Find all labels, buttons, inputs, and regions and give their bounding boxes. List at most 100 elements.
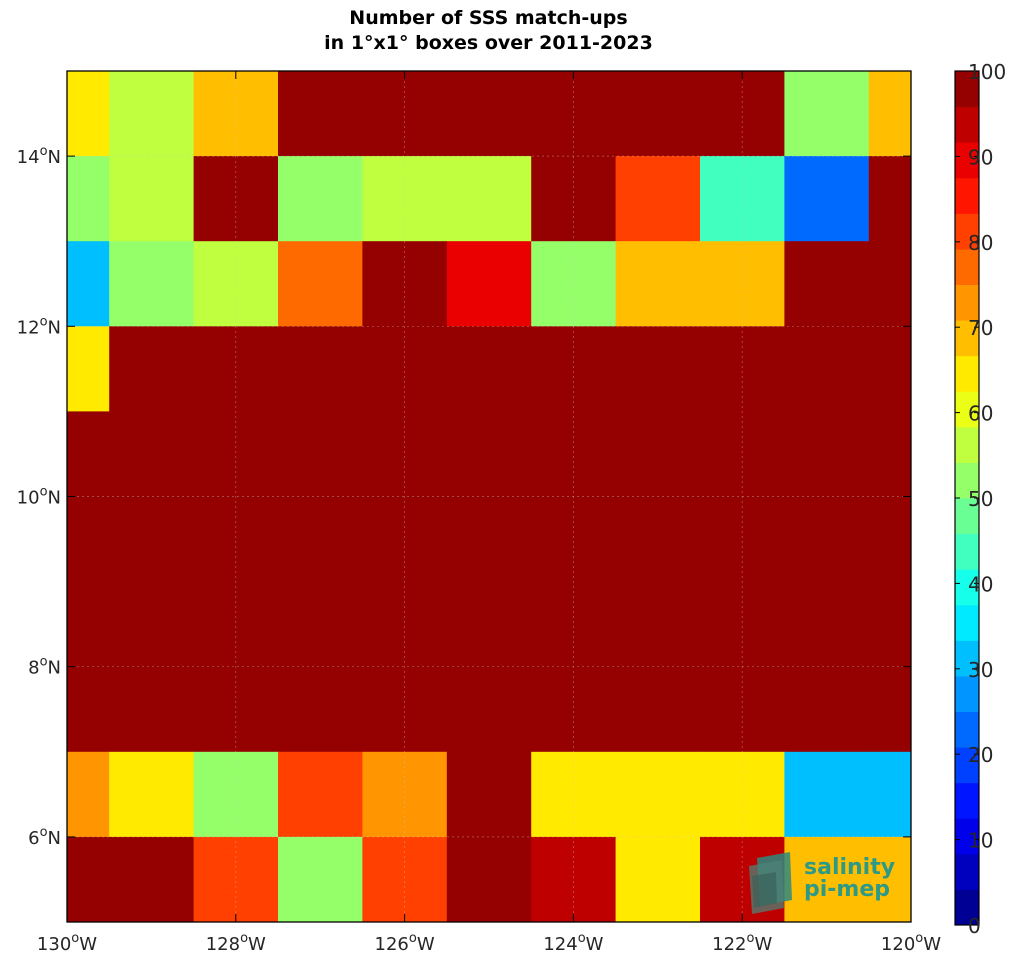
heatmap-cell [446, 496, 532, 583]
colorbar-tick-label: 90 [968, 145, 993, 169]
heatmap-cell [784, 496, 870, 583]
heatmap-cell [193, 156, 279, 242]
heatmap-cell [362, 836, 448, 923]
heatmap-cell [700, 411, 785, 497]
heatmap-cell [278, 581, 363, 668]
y-tick-label: 12oN [17, 314, 61, 338]
heatmap-cell [109, 326, 195, 412]
heatmap-cell [531, 241, 617, 327]
y-tick-label: 8oN [28, 655, 61, 679]
heatmap-cell [193, 751, 279, 838]
logo-text-line2: pi-mep [804, 877, 890, 902]
colorbar-segment [955, 248, 979, 285]
heatmap-cell [362, 241, 448, 327]
heatmap-cell [362, 411, 448, 497]
heatmap-cell [362, 666, 448, 753]
heatmap-cell [278, 411, 363, 497]
heatmap-cell [868, 836, 912, 923]
heatmap-cell [446, 326, 532, 412]
heatmap-cell [615, 496, 701, 583]
heatmap-cell [700, 581, 785, 668]
gridlines [67, 71, 911, 922]
heatmap-cell [193, 71, 279, 157]
y-tick-label: 14oN [17, 144, 61, 168]
heatmap-cell [67, 411, 110, 497]
heatmap-cell [531, 156, 617, 242]
heatmap-cell [531, 581, 617, 668]
heatmap-cell [700, 496, 785, 583]
heatmap-cell [531, 666, 617, 753]
colorbar-tick-label: 10 [968, 829, 993, 853]
heatmap-cell [362, 496, 448, 583]
colorbar-segment [955, 533, 979, 570]
heatmap-cell [446, 751, 532, 838]
heatmap-cell [615, 326, 701, 412]
colorbar-segment [955, 213, 979, 250]
heatmap-cell [278, 496, 363, 583]
colorbar-tick-label: 50 [968, 487, 993, 511]
heatmap-cell [362, 71, 448, 157]
heatmap-cell [868, 581, 912, 668]
heatmap-cell [868, 496, 912, 583]
heatmap-cell [446, 411, 532, 497]
heatmap-cell [615, 666, 701, 753]
colorbar-segment [955, 675, 979, 712]
heatmap-cell [531, 326, 617, 412]
heatmap-cell [615, 411, 701, 497]
heatmap-cell [193, 496, 279, 583]
colorbar-tick-label: 100 [968, 60, 1006, 84]
heatmap-cell [700, 326, 785, 412]
heatmap-cell [531, 836, 617, 923]
heatmap-cell [446, 156, 532, 242]
y-tick-label: 10oN [17, 485, 61, 509]
heatmap-cell [446, 241, 532, 327]
logo-mark [749, 852, 792, 914]
heatmap-cell [700, 156, 785, 242]
heatmap-cell [67, 326, 110, 412]
chart-title: Number of SSS match-ups in 1°x1° boxes o… [0, 6, 977, 56]
colorbar-tick-label: 80 [968, 231, 993, 255]
heatmap-cell [700, 751, 785, 838]
heatmap-cell [700, 71, 785, 157]
heatmap-cell [109, 666, 195, 753]
heatmap-cell [278, 156, 363, 242]
heatmap-cell [615, 71, 701, 157]
heatmap-cell [193, 836, 279, 923]
heatmap-cell [67, 241, 110, 327]
heatmap-cell [615, 156, 701, 242]
heatmap-cell [278, 241, 363, 327]
colorbar-segment [955, 391, 979, 428]
heatmap-cell [868, 751, 912, 838]
heatmap-cell [446, 581, 532, 668]
colorbar-segment [955, 498, 979, 535]
x-tick-label: 128oW [206, 931, 266, 955]
heatmap-cell [615, 581, 701, 668]
heatmap-cell [531, 71, 617, 157]
heatmap-cell [700, 666, 785, 753]
heatmap-cell [362, 156, 448, 242]
heatmap-cell [67, 581, 110, 668]
heatmap-cell [278, 71, 363, 157]
heatmap-cell [193, 581, 279, 668]
colorbar-segment [955, 142, 979, 179]
heatmap-cell [784, 71, 870, 157]
heatmap-cell [278, 751, 363, 838]
x-tick-label: 126oW [375, 931, 435, 955]
heatmap-cell [67, 496, 110, 583]
heatmap-cell [446, 71, 532, 157]
y-axis: 6oN 8oN 10oN 12oN 14oN [17, 144, 911, 849]
heatmap-cell [784, 156, 870, 242]
colorbar-segment [955, 177, 979, 214]
heatmap-cell [109, 156, 195, 242]
heatmap-cell [109, 496, 195, 583]
colorbar-segment [955, 747, 979, 784]
colorbar-segment [955, 71, 979, 108]
colorbar-segment [955, 355, 979, 392]
heatmap-cell [784, 836, 870, 923]
heatmap-cell [278, 326, 363, 412]
heatmap-cell [362, 326, 448, 412]
heatmap-cell [784, 666, 870, 753]
x-tick-label: 124oW [543, 931, 603, 955]
chart-title-line1: Number of SSS match-ups [349, 7, 628, 29]
x-tick-label: 130oW [37, 931, 97, 955]
